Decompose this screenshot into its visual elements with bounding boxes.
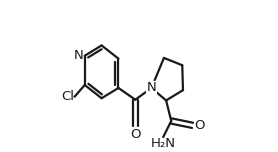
Text: N: N [147, 81, 156, 94]
Text: O: O [130, 128, 141, 141]
Text: Cl: Cl [61, 90, 74, 103]
Text: H₂N: H₂N [151, 137, 176, 150]
Text: O: O [194, 119, 205, 132]
Text: N: N [74, 49, 83, 62]
